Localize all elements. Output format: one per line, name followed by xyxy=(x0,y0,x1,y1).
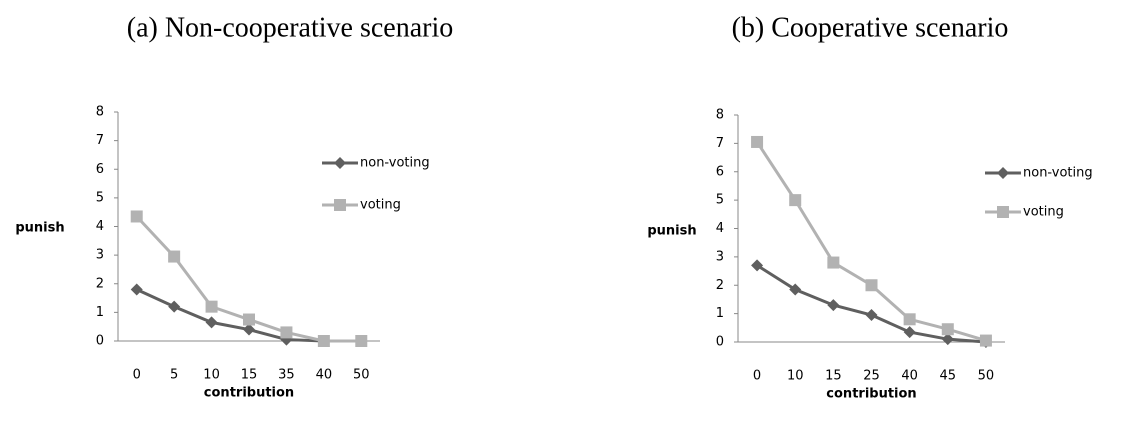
square-marker xyxy=(865,279,878,292)
diamond-marker xyxy=(168,300,181,313)
legend-label: non-voting xyxy=(360,156,430,171)
y-tick-label: 4 xyxy=(96,219,104,234)
square-marker xyxy=(355,335,368,347)
y-tick-label: 4 xyxy=(716,221,724,236)
legend-label: voting xyxy=(1023,205,1064,220)
diamond-marker xyxy=(243,323,255,336)
y-tick-label: 7 xyxy=(716,136,724,151)
square-marker xyxy=(205,300,218,313)
diamond-marker xyxy=(130,283,143,296)
y-tick-label: 1 xyxy=(716,306,724,321)
y-tick-label: 6 xyxy=(716,164,724,179)
x-tick-label: 10 xyxy=(203,368,220,383)
square-marker xyxy=(941,323,954,336)
x-tick-label: 40 xyxy=(901,369,918,384)
square-marker xyxy=(130,210,143,223)
x-axis-label: contribution xyxy=(204,386,294,401)
y-tick-label: 2 xyxy=(716,278,724,293)
x-axis-label: contribution xyxy=(826,387,916,402)
chart-title: (b) Cooperative scenario xyxy=(732,12,1009,43)
y-tick-label: 8 xyxy=(716,108,724,123)
y-tick-label: 0 xyxy=(96,334,104,349)
y-tick-label: 2 xyxy=(96,276,104,291)
diamond-marker xyxy=(205,316,218,329)
square-marker xyxy=(280,326,293,339)
x-tick-label: 0 xyxy=(753,369,761,384)
x-tick-label: 0 xyxy=(133,368,141,383)
y-tick-label: 3 xyxy=(96,248,104,263)
square-marker xyxy=(789,194,802,207)
y-tick-label: 6 xyxy=(96,162,104,177)
diamond-marker xyxy=(827,299,840,312)
y-tick-label: 3 xyxy=(716,249,724,264)
x-tick-label: 35 xyxy=(278,368,295,383)
y-tick-label: 8 xyxy=(96,105,104,120)
square-marker xyxy=(751,135,764,148)
x-tick-label: 15 xyxy=(825,369,842,384)
chart-title: (a) Non-cooperative scenario xyxy=(127,12,454,43)
x-tick-label: 50 xyxy=(353,368,370,383)
square-marker xyxy=(243,313,255,326)
square-marker xyxy=(334,199,346,211)
square-marker xyxy=(903,313,916,326)
x-tick-label: 15 xyxy=(241,368,258,383)
square-marker xyxy=(168,250,181,263)
diamond-marker xyxy=(941,333,954,346)
x-tick-label: 45 xyxy=(940,369,957,384)
square-marker xyxy=(827,256,840,269)
y-tick-label: 1 xyxy=(96,305,104,320)
x-tick-label: 25 xyxy=(863,369,880,384)
y-tick-label: 5 xyxy=(96,190,104,205)
diamond-marker xyxy=(865,309,878,322)
diamond-marker xyxy=(334,157,346,169)
diamond-marker xyxy=(789,283,802,296)
square-marker xyxy=(997,206,1009,218)
x-tick-label: 10 xyxy=(787,369,804,384)
y-axis-label: punish xyxy=(647,224,696,239)
diamond-marker xyxy=(997,167,1009,179)
diamond-marker xyxy=(903,326,916,339)
x-tick-label: 5 xyxy=(170,368,178,383)
y-tick-label: 0 xyxy=(716,335,724,350)
y-axis-label: punish xyxy=(15,221,64,236)
x-tick-label: 40 xyxy=(316,368,333,383)
legend-label: voting xyxy=(360,198,401,213)
x-tick-label: 50 xyxy=(978,369,995,384)
square-marker xyxy=(317,335,330,347)
diamond-marker xyxy=(751,259,764,272)
square-marker xyxy=(979,334,992,347)
y-tick-label: 7 xyxy=(96,133,104,148)
legend-label: non-voting xyxy=(1023,166,1093,181)
y-tick-label: 5 xyxy=(716,193,724,208)
